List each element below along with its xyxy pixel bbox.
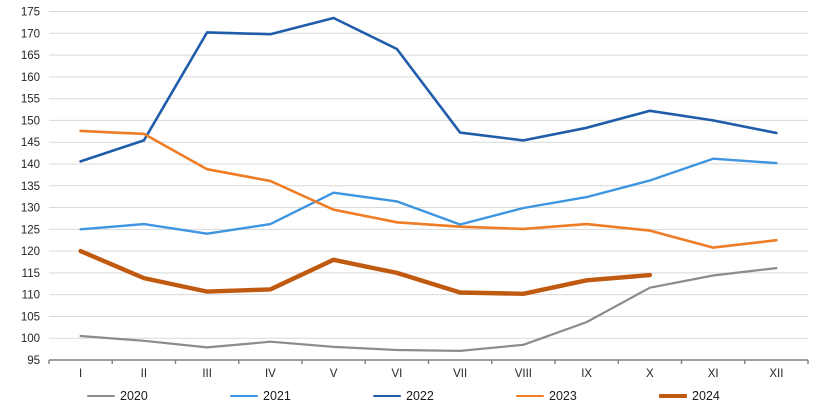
- y-axis-tick-label: 100: [21, 333, 40, 345]
- y-axis-tick-label: 155: [21, 94, 40, 106]
- y-axis-tick-label: 135: [21, 181, 40, 193]
- y-axis-tick-label: 145: [21, 137, 40, 149]
- legend-label: 2021: [263, 389, 291, 403]
- line-chart: 95 100 105 110 115 120 125 130 135 140 145 150 155 16…: [21, 7, 809, 380]
- y-axis-tick-label: 130: [21, 203, 40, 215]
- y-axis-tick-label: 140: [21, 159, 40, 171]
- x-axis-category-label: XI: [708, 368, 719, 380]
- x-axis-category-label: V: [330, 368, 338, 380]
- y-axis-tick-label: 125: [21, 224, 40, 236]
- legend-line-swatch-icon: [373, 394, 401, 398]
- x-axis-category-label: XII: [769, 368, 783, 380]
- legend-line-swatch-icon: [659, 394, 687, 398]
- series-line-2021: [79, 157, 778, 235]
- series-line-2022: [79, 16, 778, 163]
- y-axis-tick-label: 165: [21, 50, 40, 62]
- y-axis-tick-label: 95: [27, 355, 40, 367]
- x-axis-category-label: X: [646, 368, 654, 380]
- x-axis-category-label: VII: [453, 368, 467, 380]
- x-axis-category-label: IX: [581, 368, 592, 380]
- x-axis-category-label: VI: [391, 368, 402, 380]
- y-axis-tick-label: 175: [21, 7, 40, 19]
- x-axis-category-label: VIII: [515, 368, 532, 380]
- x-axis-category-label: III: [202, 368, 212, 380]
- series-line-2023: [79, 129, 778, 249]
- legend-item-2021: 2021: [230, 387, 291, 405]
- legend-label: 2023: [549, 389, 577, 403]
- series-line-2024: [78, 248, 653, 296]
- series-line-2020: [79, 267, 778, 352]
- y-axis-tick-label: 115: [22, 268, 40, 280]
- y-axis-tick-label: 105: [21, 311, 40, 323]
- x-axis-category-label: II: [141, 368, 147, 380]
- y-axis-tick-label: 160: [21, 72, 40, 84]
- y-axis-tick-label: 120: [21, 246, 40, 258]
- legend-label: 2024: [692, 389, 720, 403]
- legend-item-2024: 2024: [659, 387, 720, 405]
- x-axis-category-label: IV: [265, 368, 276, 380]
- legend-line-swatch-icon: [230, 394, 258, 398]
- legend-line-swatch-icon: [87, 394, 115, 398]
- legend-label: 2022: [406, 389, 434, 403]
- legend-item-2020: 2020: [87, 387, 148, 405]
- legend-line-swatch-icon: [516, 394, 544, 398]
- x-axis-category-label: I: [79, 368, 82, 380]
- y-axis-tick-label: 110: [22, 290, 40, 302]
- legend-item-2022: 2022: [373, 387, 434, 405]
- legend-label: 2020: [120, 389, 148, 403]
- y-axis-tick-label: 170: [21, 28, 40, 40]
- y-axis-tick-label: 150: [21, 115, 40, 127]
- legend-item-2023: 2023: [516, 387, 577, 405]
- chart-legend: 2020 2021 2022 2023 2024: [0, 387, 820, 411]
